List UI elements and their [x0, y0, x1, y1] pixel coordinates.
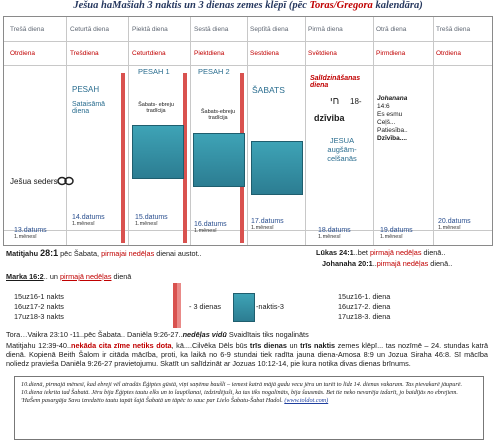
date-cell: 16.datums 1.mēnesī: [194, 221, 227, 234]
red-bar: [121, 73, 125, 243]
day-bottom-3: Ceturtdiena: [132, 50, 166, 57]
date-cell: 20.datums 1.mēnesī: [438, 218, 471, 231]
day-right-1: 15uz16-1. diena: [338, 292, 391, 301]
johanana-line: Dzīvība....: [377, 135, 407, 142]
day-bottom-5: Sestdiena: [250, 50, 279, 57]
sabats-ebreju-note-2: Šabats-ebreju tradīcija: [200, 109, 236, 121]
matt-ref: Matitjahu 28:1 pēc Šabata, pirmajai nedē…: [6, 248, 202, 258]
three-nights: -naktis-3: [256, 302, 284, 311]
pesah2-label: PESAH 2: [198, 67, 230, 76]
calendar-table: Trešā diena Ceturtā diena Piektā diena S…: [3, 16, 493, 246]
day-bottom-1: Otrdiena: [10, 50, 35, 57]
n18-label: 18-: [350, 97, 362, 106]
johanana-line: Patiesība..: [377, 127, 408, 134]
three-days: - 3 dienas: [189, 302, 222, 311]
mark-ref: Marka 16:2.. un pirmajā nedēļas dienā: [6, 272, 132, 281]
day-bottom-4: Piektdiena: [194, 50, 225, 57]
day-top-5: Septītā diena: [250, 26, 289, 33]
red-bar: [183, 73, 187, 243]
day-top-6: Pirmā diena: [308, 26, 343, 33]
night-2: 16uz17-2 nakts: [14, 302, 64, 311]
day-right-2: 16uz17-2. diena: [338, 302, 391, 311]
johanana-ref: Johanana: [377, 95, 408, 102]
tomb-block: [251, 141, 303, 195]
source-link[interactable]: (www.toldot.com): [284, 397, 329, 404]
date-cell: 19.datums 1.mēnesī: [380, 227, 413, 240]
night-1: 15uz16-1 nakts: [14, 292, 64, 301]
date-cell: 13.datums 1.mēnesī: [14, 227, 47, 240]
sataisama-label: Sataisāmā diena: [72, 101, 106, 115]
day-top-4: Sestā diena: [194, 26, 229, 33]
tomb-block: [132, 125, 184, 179]
chain-link-icon: [57, 176, 74, 186]
tora-line: Tora…Vaikra 23:10 -11..pēc Šabata.. Dani…: [6, 330, 309, 339]
page-title: Ješua haMašiah 3 naktis un 3 dienas zeme…: [73, 0, 423, 11]
day-bottom-6: Svētdiena: [308, 50, 337, 57]
day-top-8: Trešā diena: [436, 26, 471, 33]
dziviba-label: dzīviba: [314, 113, 345, 123]
day-top-1: Trešā diena: [10, 26, 45, 33]
tomb-block: [193, 133, 245, 187]
luk-ref: Lūkas 24:1..bet pirmajā nedēļas dienā..: [316, 248, 446, 257]
salidzinasanas-label: Salīdzināšanas diena: [310, 75, 361, 89]
sabats-ebreju-note: Šabats- ebreju tradīcija: [138, 102, 174, 114]
sabats-label: ŠABATS: [252, 85, 285, 95]
day-bottom-7: Pirmdiena: [376, 50, 406, 57]
day-bottom-8: Otrdiena: [436, 50, 461, 57]
day-right-3: 17uz18-3. diena: [338, 312, 391, 321]
explanation-paragraph: Matitjahu 12:39-40..nekāda cita zīme net…: [6, 341, 489, 368]
pesah-label: PESAH: [72, 85, 100, 94]
day-top-7: Otrā diena: [376, 26, 407, 33]
date-cell: 17.datums 1.mēnesī: [251, 218, 284, 231]
day-top-3: Piektā diena: [132, 26, 168, 33]
pesah1-label: PESAH 1: [138, 67, 170, 76]
footnote-box: 10.dienā, pirmajā mēnesī, kad ebreji vēl…: [14, 376, 484, 440]
joh-ref: Johanaha 20:1..pirmajā nedēļas dienā..: [322, 259, 453, 268]
jesua-seders: Ješua seders: [10, 177, 58, 186]
red-bar: [177, 283, 181, 328]
day-top-2: Ceturtā diena: [70, 26, 110, 33]
johanana-line: 14:6: [377, 103, 390, 110]
night-3: 17uz18-3 nakts: [14, 312, 64, 321]
red-bar: [173, 283, 177, 328]
tomb-block: [233, 293, 255, 322]
day-bottom-2: Trešdiena: [70, 50, 99, 57]
jesua-augsamcelsanas: JESUA augšām-celšanās: [327, 136, 357, 163]
date-cell: 14.datums 1.mēnesī: [72, 214, 105, 227]
date-cell: 15.datums 1.mēnesī: [135, 214, 168, 227]
johanana-line: Ceļš...: [377, 119, 396, 126]
johanana-line: Es esmu: [377, 111, 403, 118]
hebrew-chai: חי: [330, 96, 340, 107]
date-cell: 18.datums 1.mēnesī: [318, 227, 351, 240]
